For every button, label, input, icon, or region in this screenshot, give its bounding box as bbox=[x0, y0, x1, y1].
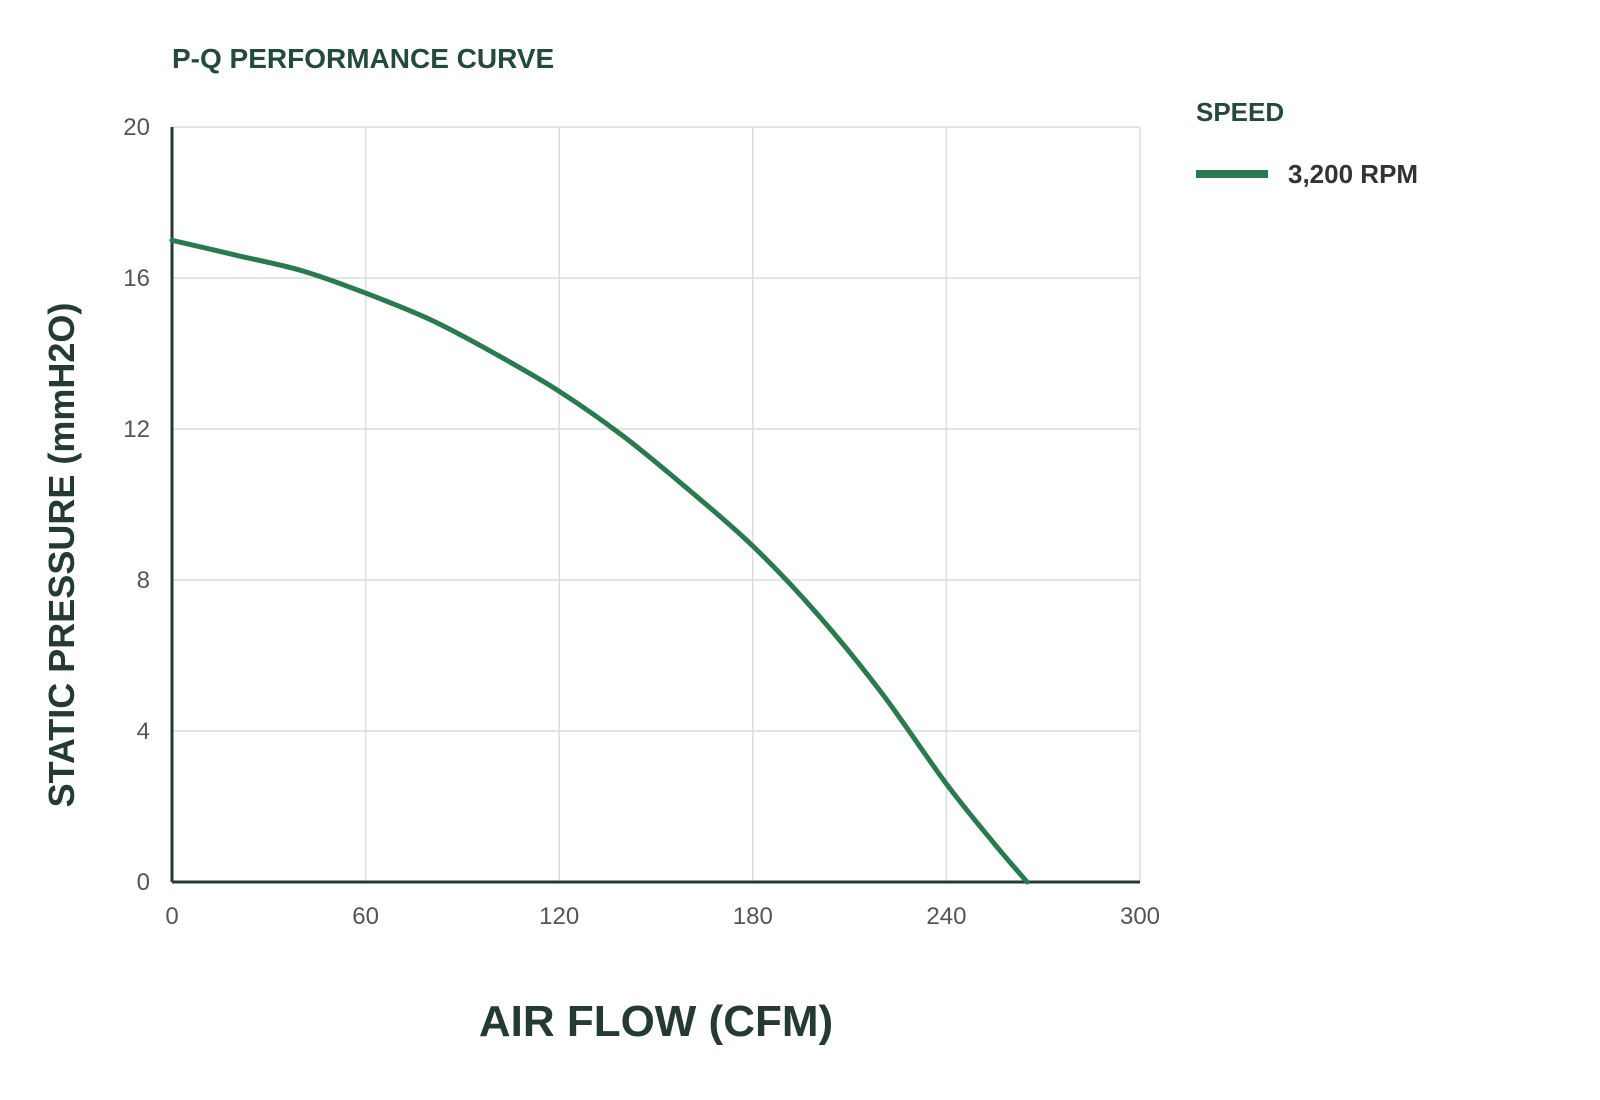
legend-label-3200-rpm: 3,200 RPM bbox=[1288, 159, 1418, 189]
series-line-0 bbox=[169, 237, 1030, 885]
x-tick-label-0: 0 bbox=[165, 903, 178, 930]
axes bbox=[170, 127, 1140, 884]
y-tick-label-20: 20 bbox=[123, 114, 150, 141]
y-tick-label-4: 4 bbox=[137, 718, 150, 745]
x-tick-label-240: 240 bbox=[926, 903, 966, 930]
y-tick-label-16: 16 bbox=[123, 265, 150, 292]
series-layer bbox=[169, 237, 1030, 885]
y-tick-label-8: 8 bbox=[137, 567, 150, 594]
chart-title: P-Q PERFORMANCE CURVE bbox=[172, 43, 554, 74]
x-tick-label-300: 300 bbox=[1120, 903, 1160, 930]
x-tick-label-60: 60 bbox=[352, 903, 379, 930]
x-axis-label: AIR FLOW (CFM) bbox=[479, 997, 833, 1046]
y-tick-label-12: 12 bbox=[123, 416, 150, 443]
grid bbox=[172, 126, 1141, 882]
y-axis-label: STATIC PRESSURE (mmH2O) bbox=[41, 303, 82, 808]
y-tick-label-0: 0 bbox=[137, 869, 150, 896]
legend: SPEED 3,200 RPM bbox=[1196, 97, 1418, 189]
legend-title: SPEED bbox=[1196, 97, 1284, 127]
x-tick-label-180: 180 bbox=[733, 903, 773, 930]
tick-labels: 0 60 120 180 240 300 0 4 8 12 16 20 bbox=[123, 114, 1160, 930]
x-tick-label-120: 120 bbox=[539, 903, 579, 930]
